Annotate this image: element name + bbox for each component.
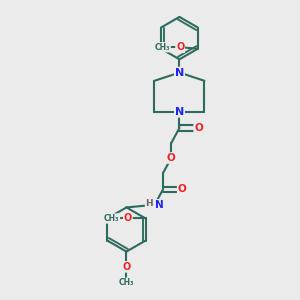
Text: CH₃: CH₃ (104, 214, 119, 223)
Text: O: O (167, 153, 176, 163)
Text: O: O (194, 123, 203, 133)
Text: O: O (122, 262, 130, 272)
Text: N: N (155, 200, 164, 210)
Text: H: H (146, 199, 153, 208)
Text: N: N (175, 107, 184, 117)
Text: O: O (124, 214, 132, 224)
Text: CH₃: CH₃ (155, 43, 170, 52)
Text: O: O (176, 42, 184, 52)
Text: O: O (178, 184, 187, 194)
Text: N: N (175, 68, 184, 78)
Text: CH₃: CH₃ (119, 278, 134, 287)
